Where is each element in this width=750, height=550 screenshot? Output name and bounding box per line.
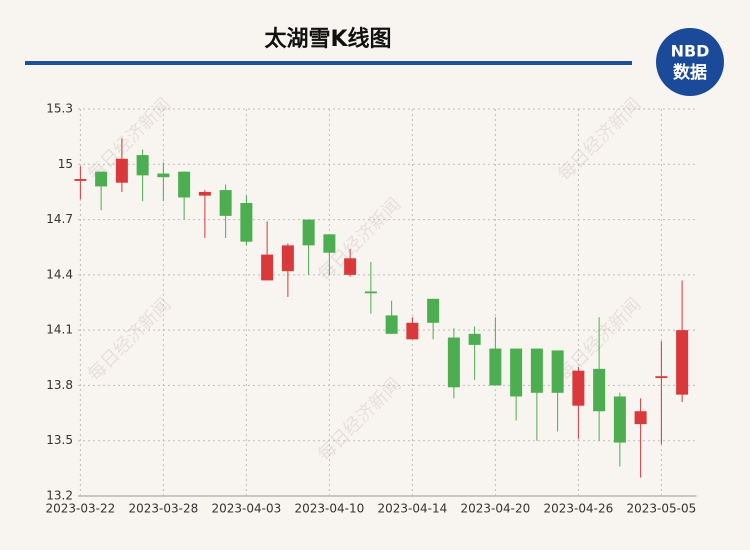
y-tick-label: 14.4 (46, 267, 73, 281)
candle-body (551, 350, 564, 393)
candle-body (157, 173, 170, 178)
candle-body (323, 234, 336, 253)
candle-body (655, 376, 668, 379)
candle-body (634, 411, 647, 425)
candle-body (613, 396, 626, 443)
candle-body (302, 219, 315, 246)
candle-body (74, 179, 87, 181)
chart-title: 太湖雪K线图 (264, 26, 391, 52)
logo-bottom: 数据 (673, 62, 707, 83)
y-tick-label: 14.1 (46, 323, 73, 337)
x-tick-label: 2023-04-10 (295, 502, 365, 516)
x-tick-label: 2023-04-26 (544, 502, 614, 516)
logo-top: NBD (671, 42, 710, 61)
candle-body (427, 298, 440, 323)
candle-body (136, 155, 149, 176)
candle-body (115, 158, 128, 183)
y-tick-label: 13.2 (46, 489, 73, 503)
x-tick-label: 2023-05-05 (627, 502, 697, 516)
candle-body (281, 245, 294, 272)
x-tick-label: 2023-04-20 (461, 502, 531, 516)
candle-body (385, 315, 398, 334)
x-tick-label: 2023-04-14 (378, 502, 448, 516)
title-rule (25, 61, 632, 65)
y-tick-label: 13.5 (46, 433, 73, 447)
x-tick-label: 2023-03-22 (46, 502, 116, 516)
y-tick-label: 13.8 (46, 378, 73, 392)
candle-body (198, 191, 211, 196)
candle-body (593, 368, 606, 412)
candle-body (510, 348, 523, 397)
candle-body (344, 258, 357, 275)
candle-body (489, 348, 502, 386)
x-tick-label: 2023-04-03 (212, 502, 282, 516)
x-tick-label: 2023-03-28 (129, 502, 199, 516)
candle-body (406, 322, 419, 340)
candle-body (572, 370, 585, 406)
candle-body (364, 291, 377, 294)
y-tick-label: 14.7 (46, 212, 73, 226)
candle-body (468, 333, 481, 345)
candle-body (447, 337, 460, 388)
candle-body (676, 330, 689, 395)
y-tick-label: 15.3 (46, 102, 73, 116)
y-tick-label: 15 (58, 157, 73, 171)
candle-body (178, 171, 191, 198)
logo-badge (656, 28, 724, 96)
candle-body (95, 171, 108, 187)
candle-body (240, 202, 253, 242)
candle-body (261, 254, 274, 281)
candle-body (530, 348, 543, 393)
candle-body (219, 190, 232, 216)
